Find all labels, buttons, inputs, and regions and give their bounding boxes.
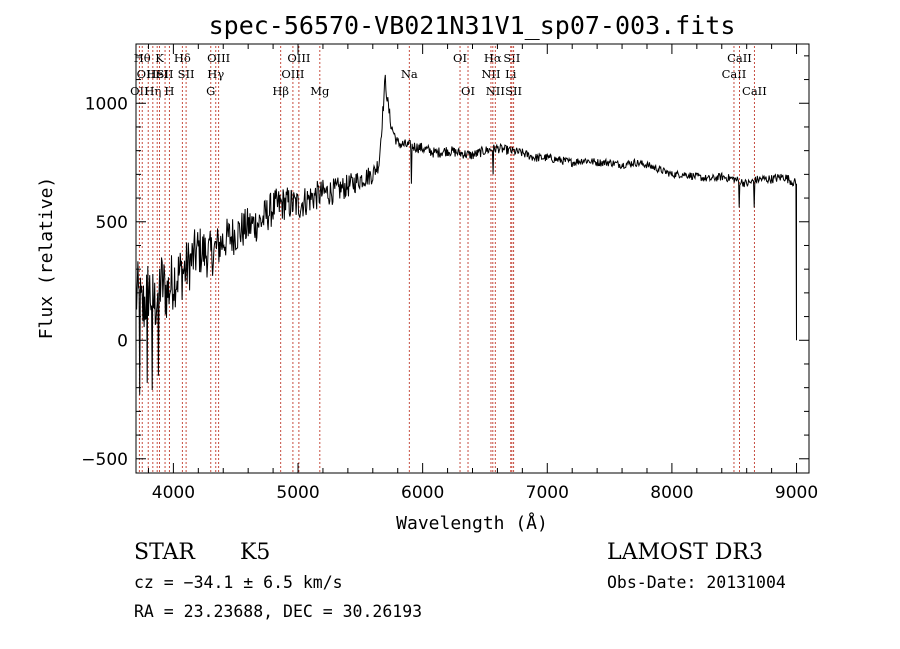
- spectral-line-label: G: [206, 84, 215, 98]
- redshift-velocity: cz = −34.1 ± 6.5 km/s: [134, 573, 343, 592]
- spectral-line-label: OIII: [137, 67, 160, 81]
- x-tick-label: 4000: [152, 483, 195, 503]
- spectral-line-label: Hη: [144, 84, 161, 98]
- spectral-line-label: SII: [157, 67, 174, 81]
- spectral-line-label: Mg: [310, 84, 330, 98]
- spectral-line-label: OIII: [207, 51, 230, 65]
- spectral-line-label: Hβ: [272, 84, 289, 98]
- spectral-subclass: K5: [240, 540, 271, 565]
- spectral-line-label: OIII: [281, 67, 304, 81]
- spectral-line-label: OI: [461, 84, 475, 98]
- y-tick-label: 500: [96, 213, 128, 233]
- y-tick-label: 1000: [85, 94, 128, 114]
- x-tick-label: 5000: [276, 483, 319, 503]
- x-tick-label: 7000: [526, 483, 569, 503]
- spectral-line-label: CaII: [722, 67, 747, 81]
- spectral-line-label: Hδ: [174, 51, 191, 65]
- chart-title: spec-56570-VB021N31V1_sp07-003.fits: [209, 11, 736, 40]
- plot-frame: [135, 43, 810, 474]
- spectral-line-label: CaII: [742, 84, 767, 98]
- spectral-line-label: SII: [178, 67, 195, 81]
- spectral-line-label: NII: [486, 84, 505, 98]
- x-tick-label: 6000: [401, 483, 444, 503]
- object-class: STAR: [134, 540, 195, 565]
- spectral-line-label: Li: [505, 67, 517, 81]
- spectral-line-label: OII: [130, 84, 149, 98]
- spectral-line-label: Na: [401, 67, 418, 81]
- spectral-line-label: OI: [453, 51, 467, 65]
- spectral-line-label: Hγ: [207, 67, 224, 81]
- axis-ticks: 4000 5000 6000 7000 8000 9000 −500 0 500 1000: [81, 44, 818, 503]
- emission-line-markers: OIIHθOIIIHηHeIKSIIHHδSIIGHγOIIIHβOIIIOII…: [130, 46, 767, 472]
- y-tick-label: −500: [81, 450, 128, 470]
- spectral-line-label: NII: [481, 67, 500, 81]
- x-tick-label: 8000: [650, 483, 693, 503]
- sky-coordinates: RA = 23.23688, DEC = 30.26193: [134, 602, 423, 621]
- y-tick-label: 0: [117, 331, 128, 351]
- y-axis-label: Flux (relative): [36, 177, 57, 340]
- x-axis-label: Wavelength (Å): [396, 512, 548, 534]
- observation-date: Obs-Date: 20131004: [607, 573, 786, 592]
- spectral-line-label: OIII: [287, 51, 310, 65]
- spectral-line-label: K: [155, 51, 164, 65]
- spectral-line-label: H: [164, 84, 174, 98]
- spectral-line-label: HeI: [146, 67, 167, 81]
- x-tick-label: 9000: [775, 483, 818, 503]
- spectral-line-label: SII: [503, 51, 520, 65]
- spectral-line-label: SII: [505, 84, 522, 98]
- spectral-line-label: CaII: [727, 51, 752, 65]
- spectral-line-label: Hα: [484, 51, 502, 65]
- spectral-line-label: Hθ: [134, 51, 151, 65]
- survey-name: LAMOST DR3: [607, 540, 763, 565]
- flux-series-line: [135, 74, 797, 395]
